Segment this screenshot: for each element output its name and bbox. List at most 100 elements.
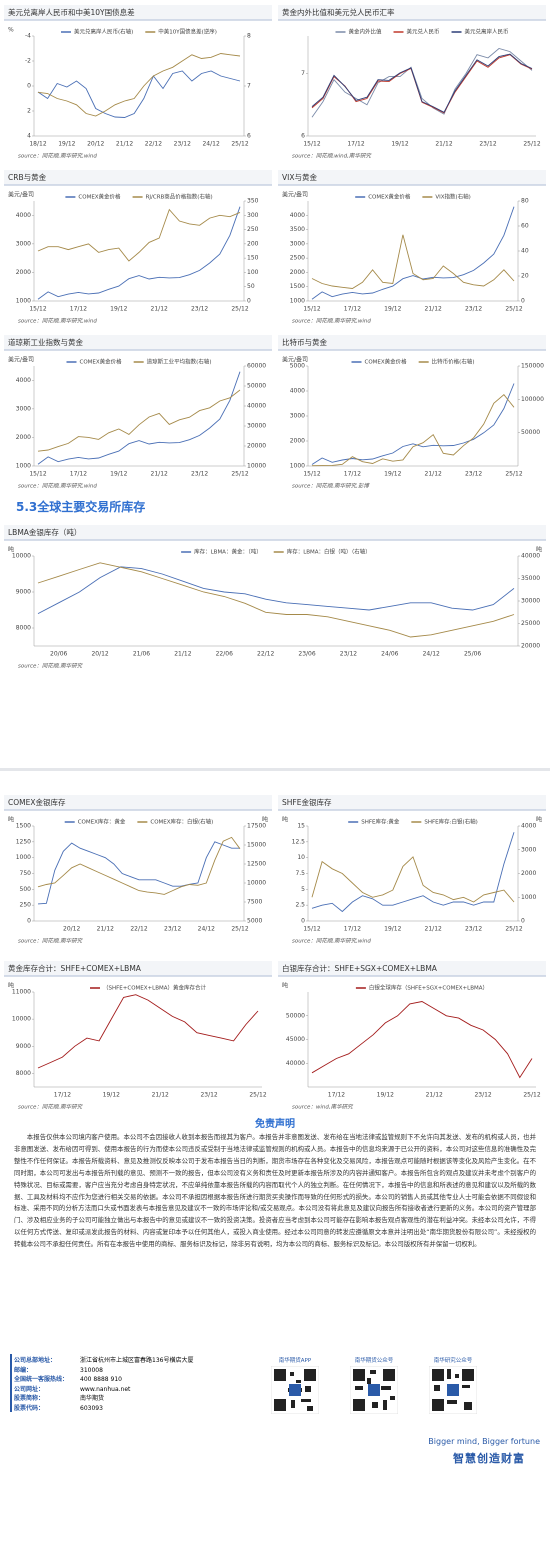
y-tick-label: 9000 <box>16 589 31 596</box>
y-tick-label: 45000 <box>286 1036 305 1043</box>
x-tick-label: 20/12 <box>63 926 80 933</box>
x-tick-label: 25/12 <box>505 926 522 933</box>
y2-tick-label: 30000 <box>247 423 266 430</box>
y-tick-label: 12.5 <box>292 838 306 845</box>
title-bar <box>4 170 272 185</box>
y2-tick-label: 60000 <box>247 363 266 370</box>
x-tick-label: 21/12 <box>425 471 442 478</box>
y-tick-label: 2000 <box>290 269 305 276</box>
x-tick-label: 19/12 <box>110 471 127 478</box>
legend-label: 白银全球库存（SHFE+SGX+COMEX+LBMA） <box>369 984 488 992</box>
y2-tick-label: 250 <box>247 226 259 233</box>
y-unit: 吨 <box>8 982 14 990</box>
contact-label: 股票简称： <box>14 1395 45 1403</box>
chart-title: 白银库存合计：SHFE+SGX+COMEX+LBMA <box>282 963 438 973</box>
y2-tick-label: 7500 <box>247 899 262 906</box>
y-tick-label: 1250 <box>16 838 31 845</box>
y-unit: 吨 <box>282 982 288 990</box>
series-line <box>311 832 515 913</box>
source: source：wind,南华研究 <box>292 1104 354 1111</box>
y-tick-label: 3000 <box>16 240 31 247</box>
y-tick-label: 6 <box>301 133 305 140</box>
series-line <box>37 566 515 614</box>
y-tick-label: 10000 <box>12 1016 31 1023</box>
source: source：同花顺,南华研究 <box>18 663 84 670</box>
legend: 黄金内外比值 美元兑人民币 美元兑离岸人民币 <box>335 28 509 36</box>
legend: （SHFE+COMEX+LBMA）黄金库存合计 <box>90 984 206 992</box>
legend-label: COMEX库存：黄金 <box>78 818 126 826</box>
legend-label: COMEX黄金价格 <box>365 358 408 366</box>
legend: 库存：LBMA：黄金：（吨） 库存：LBMA：白银（吨）（右轴） <box>181 548 371 556</box>
y2-tick-label: 35000 <box>521 575 540 582</box>
y2-tick-label: 350 <box>247 198 259 205</box>
y-tick-label: 40000 <box>286 1060 305 1067</box>
series-line <box>37 70 241 118</box>
series-line <box>311 234 515 289</box>
x-tick-label: 25/12 <box>505 306 522 313</box>
x-tick-label: 17/12 <box>70 306 87 313</box>
contact-value: www.nanhua.net <box>80 1385 131 1393</box>
contact-label: 公司总部地址： <box>14 1357 57 1364</box>
y-tick-label: 4 <box>27 133 31 140</box>
y2-tick-label: 2000 <box>521 870 536 877</box>
chart-title: 黄金内外比值和美元兑人民币汇率 <box>282 7 395 17</box>
contact-value: 400 8888 910 <box>80 1376 122 1384</box>
x-tick-label: 17/12 <box>344 471 361 478</box>
y2-tick-label: 40000 <box>521 553 540 560</box>
y2-tick-label: 15000 <box>247 842 266 849</box>
y2-tick-label: 4000 <box>521 823 536 830</box>
y-unit: 吨 <box>8 816 14 824</box>
legend-label: COMEX黄金价格 <box>80 358 123 366</box>
y-tick-label: 2.5 <box>295 902 305 909</box>
y2-tick-label: 5000 <box>247 918 262 925</box>
source: source：同花顺,南华研究 <box>18 1104 84 1111</box>
y2-tick-label: 12500 <box>247 861 266 868</box>
series-line <box>311 53 533 113</box>
series-line <box>311 48 533 118</box>
source: source：同花顺,南华研究,wind <box>18 318 97 325</box>
source: source：同花顺,wind,南华研究 <box>292 153 372 160</box>
x-tick-label: 25/12 <box>523 141 540 148</box>
legend-label: 库存：LBMA：黄金：（吨） <box>194 548 262 556</box>
x-tick-label: 22/12 <box>257 651 274 658</box>
chart-title: VIX与黄金 <box>282 172 317 182</box>
x-tick-label: 19/12 <box>384 306 401 313</box>
y2-tick-label: 150000 <box>521 363 544 370</box>
y-tick-label: 4000 <box>290 388 305 395</box>
source: source：同花顺,南华研究,wind <box>292 938 371 945</box>
chart: 黄金内外比值和美元兑人民币汇率 6 7 15/12 17/12 19/12 21/12 23/… <box>278 5 546 160</box>
y-unit: 美元/盎司 <box>8 356 34 364</box>
y2-tick-label: 40 <box>521 248 529 255</box>
title-bar <box>278 5 546 20</box>
x-tick-label: 25/12 <box>505 471 522 478</box>
chart: 美元兑离岸人民币和中美10Y国债息差% -4 -2 0 2 4 6 7 8 18/12 19/12 2… <box>4 5 272 160</box>
y-unit: 吨 <box>8 546 14 554</box>
y-tick-label: 2 <box>27 108 31 115</box>
series-line <box>311 54 533 114</box>
x-tick-label: 24/12 <box>423 651 440 658</box>
x-tick-label: 23/12 <box>479 141 496 148</box>
title-bar <box>278 335 546 350</box>
x-tick-label: 19/12 <box>384 926 401 933</box>
x-tick-label: 21/12 <box>425 926 442 933</box>
y2-tick-label: 300 <box>247 212 259 219</box>
x-tick-label: 23/12 <box>200 1092 217 1099</box>
y2-tick-label: 0 <box>247 298 251 305</box>
x-tick-label: 23/12 <box>474 1092 491 1099</box>
x-tick-label: 19/12 <box>110 306 127 313</box>
y-tick-label: 50000 <box>286 1012 305 1019</box>
section-title: 5.3全球主要交易所库存 <box>16 500 146 514</box>
y-tick-label: 0 <box>301 918 305 925</box>
y-unit: 美元/盎司 <box>282 191 308 199</box>
series-line <box>37 206 241 300</box>
source: source：同花顺,南华研究,彭博 <box>292 483 370 490</box>
y2-tick-label: 7 <box>247 83 251 90</box>
x-tick-label: 19/12 <box>103 1092 120 1099</box>
y-tick-label: 250 <box>20 902 32 909</box>
y-tick-label: 750 <box>20 870 32 877</box>
x-tick-label: 21/12 <box>151 306 168 313</box>
y-tick-label: 1000 <box>290 298 305 305</box>
x-tick-label: 25/12 <box>249 1092 266 1099</box>
